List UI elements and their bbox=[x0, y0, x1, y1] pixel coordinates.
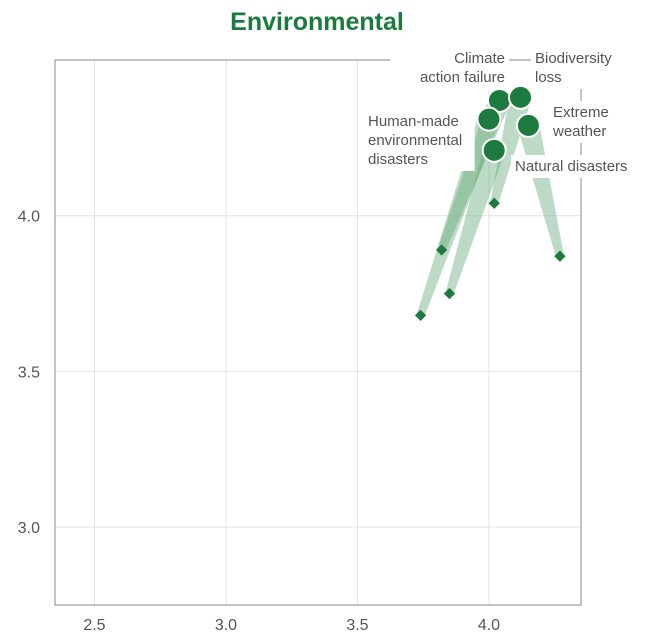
label-backdrop bbox=[511, 155, 654, 178]
series-label: Climate bbox=[454, 50, 505, 67]
start-marker bbox=[414, 309, 427, 322]
series-label: Biodiversity bbox=[535, 50, 612, 67]
start-markers bbox=[414, 197, 566, 322]
y-tick-label: 4.0 bbox=[18, 209, 40, 226]
end-point bbox=[476, 106, 502, 132]
end-point bbox=[515, 112, 541, 138]
start-marker bbox=[554, 250, 566, 262]
series-label: Human-made bbox=[368, 113, 459, 130]
trails bbox=[416, 94, 564, 317]
start-marker bbox=[443, 287, 456, 300]
series-label: disasters bbox=[368, 151, 428, 168]
end-points bbox=[476, 84, 541, 163]
label-backdrop bbox=[549, 101, 613, 143]
end-point bbox=[481, 137, 507, 163]
x-tick-label: 3.5 bbox=[346, 617, 368, 634]
x-tick-label: 2.5 bbox=[83, 617, 105, 634]
label-backdrop bbox=[531, 47, 634, 89]
end-point bbox=[508, 84, 534, 110]
series-label: environmental bbox=[368, 132, 462, 149]
label-backdrop bbox=[364, 110, 475, 171]
chart-title: Environmental bbox=[230, 8, 404, 36]
y-tick-label: 3.0 bbox=[18, 520, 40, 537]
series-label: weather bbox=[552, 123, 606, 140]
x-tick-label: 3.0 bbox=[215, 617, 237, 634]
series-label: Natural disasters bbox=[515, 158, 628, 175]
x-tick-label: 4.0 bbox=[478, 617, 500, 634]
series-labels: Climate action failure Biodiversity loss Ext… bbox=[364, 47, 654, 178]
trail bbox=[445, 147, 505, 295]
start-marker bbox=[488, 197, 500, 209]
series-label: Extreme bbox=[553, 104, 609, 121]
label-backdrop bbox=[390, 47, 509, 89]
start-marker bbox=[435, 244, 448, 256]
series-label: action failure bbox=[420, 69, 505, 86]
series-label: loss bbox=[535, 69, 562, 86]
plot-frame bbox=[54, 59, 582, 606]
axis-ticks: 2.5 3.0 3.5 4.0 3.0 3.5 4.0 bbox=[18, 209, 500, 634]
trail bbox=[437, 96, 510, 252]
trail bbox=[416, 115, 500, 317]
y-tick-label: 3.5 bbox=[18, 364, 40, 381]
